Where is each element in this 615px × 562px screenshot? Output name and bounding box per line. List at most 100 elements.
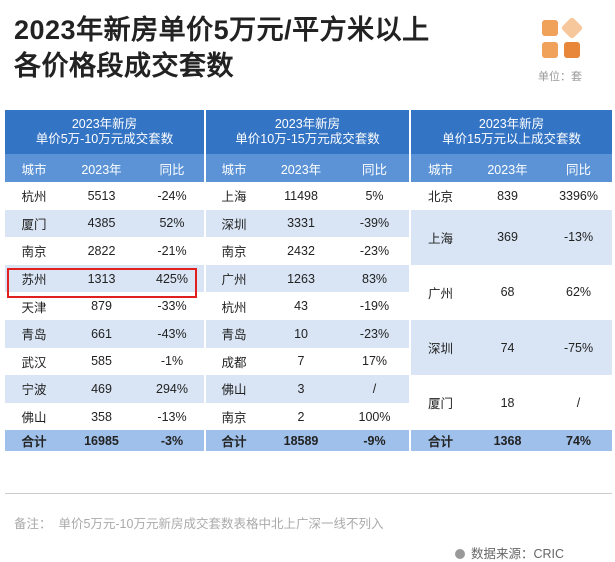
cell: 深圳: [409, 319, 471, 376]
cell: 43: [294, 299, 308, 314]
cell: 厦门: [5, 209, 63, 238]
cell: 青岛: [5, 319, 63, 348]
column-header: 同比: [545, 154, 613, 182]
total-cell: 1368: [470, 430, 546, 452]
cell: /: [576, 395, 581, 410]
total-cell: 16985: [63, 430, 140, 452]
cell: -21%: [157, 243, 187, 258]
column-header: 同比: [340, 154, 411, 182]
cell: 杭州: [21, 190, 47, 205]
total-cell: -3%: [140, 430, 206, 452]
cell: 5513: [87, 188, 116, 203]
cell: 83%: [340, 264, 411, 293]
cell: 18: [500, 395, 515, 410]
divider: [5, 493, 612, 494]
cell: 南京: [204, 237, 263, 265]
cell: 佛山: [21, 411, 47, 426]
cell: 2: [297, 409, 305, 424]
cell: 杭州: [204, 292, 263, 320]
note: 备注： 单价5万元-10万元新房成交套数表格中北上广深一线不列入: [14, 517, 384, 531]
cell: 3: [262, 375, 341, 403]
cell: 2432: [287, 243, 315, 258]
cell: -23%: [359, 243, 390, 258]
cell: 佛山: [204, 375, 263, 403]
cell: -33%: [157, 299, 187, 314]
cell: 10: [262, 319, 341, 348]
unit: 单位：套: [538, 71, 582, 83]
cell: 厦门: [409, 375, 471, 431]
cell: 上海: [204, 182, 263, 210]
cell: -23%: [340, 319, 411, 348]
cell: 68: [500, 285, 515, 300]
cell: 成都: [204, 347, 263, 376]
cell: 879: [91, 299, 112, 314]
cell: /: [340, 375, 411, 403]
cell: 宁波: [5, 375, 63, 403]
cell: 南京: [204, 402, 263, 431]
cell: 2822: [87, 243, 116, 258]
cell: 天津: [21, 300, 47, 315]
group-header-text: 单价15万元以上成交套数: [442, 132, 581, 146]
total-cell: -9%: [340, 430, 411, 452]
total-cell: 合计: [409, 430, 471, 452]
column-header: 城市: [5, 154, 63, 182]
title: 2023年新房单价5万元/平方米以上: [14, 15, 430, 45]
cell: -13%: [157, 409, 187, 424]
cell: 11498: [284, 188, 318, 203]
cell: 3396%: [559, 188, 598, 203]
total-cell: 74%: [545, 430, 613, 452]
cell: -1%: [160, 354, 184, 369]
cell: 武汉: [21, 355, 47, 370]
source: 数据来源：CRIC: [455, 543, 564, 562]
cell: -43%: [140, 319, 206, 348]
cell: -13%: [545, 209, 613, 265]
highlight-box: [7, 268, 197, 298]
column-header: 2023年: [63, 154, 140, 182]
cell: 74: [470, 319, 546, 376]
cell: 1263: [262, 264, 341, 293]
cell: 深圳: [204, 209, 263, 238]
column-header: 2023年: [262, 154, 341, 182]
group-header-text: 2023年新房: [478, 117, 545, 131]
cell: -24%: [157, 188, 187, 203]
cell: 7: [297, 354, 305, 369]
cell: 17%: [362, 354, 388, 369]
source-text: 数据来源：CRIC: [471, 547, 565, 561]
group-header-text: 2023年新房: [71, 117, 138, 131]
cell: 青岛: [204, 319, 263, 348]
column-header: 2023年: [470, 154, 546, 182]
cell: 5%: [365, 188, 384, 203]
cell: 294%: [140, 375, 206, 403]
cell: 358: [91, 409, 112, 424]
column-header: 城市: [409, 154, 471, 182]
title: 各价格段成交套数: [14, 51, 234, 81]
group-header: 2023年新房 单价10万-15万元成交套数: [204, 110, 411, 154]
column-header: 同比: [140, 154, 206, 182]
column-header: 城市: [204, 154, 263, 182]
cell: -19%: [359, 299, 390, 314]
cell: 广州: [409, 264, 471, 320]
cell: 4385: [63, 209, 140, 238]
cell: 661: [63, 319, 140, 348]
total-cell: 合计: [204, 430, 263, 452]
table: 2023年新房 单价5万-10万元成交套数 2023年新房 单价10万-15万元成交套…: [5, 110, 613, 452]
total-cell: 合计: [5, 430, 63, 452]
cell: 北京: [409, 182, 471, 210]
cell: 3331: [262, 209, 341, 238]
cell: 62%: [566, 285, 592, 300]
group-header: 2023年新房 单价5万-10万元成交套数: [5, 110, 206, 154]
cell: 上海: [409, 209, 471, 265]
logo: [542, 18, 583, 58]
cell: -75%: [545, 319, 613, 376]
group-header-text: 单价10万-15万元成交套数: [235, 132, 380, 146]
cell: -39%: [340, 209, 411, 238]
cell: 南京: [21, 245, 47, 260]
group-header-text: 2023年新房: [274, 117, 341, 131]
cell: 585: [91, 354, 112, 369]
total-cell: 18589: [262, 430, 341, 452]
group-header-text: 单价5万-10万元成交套数: [35, 132, 174, 146]
cell: 839: [497, 188, 518, 203]
cell: 469: [63, 375, 140, 403]
group-header: 2023年新房 单价15万元以上成交套数: [409, 110, 613, 154]
